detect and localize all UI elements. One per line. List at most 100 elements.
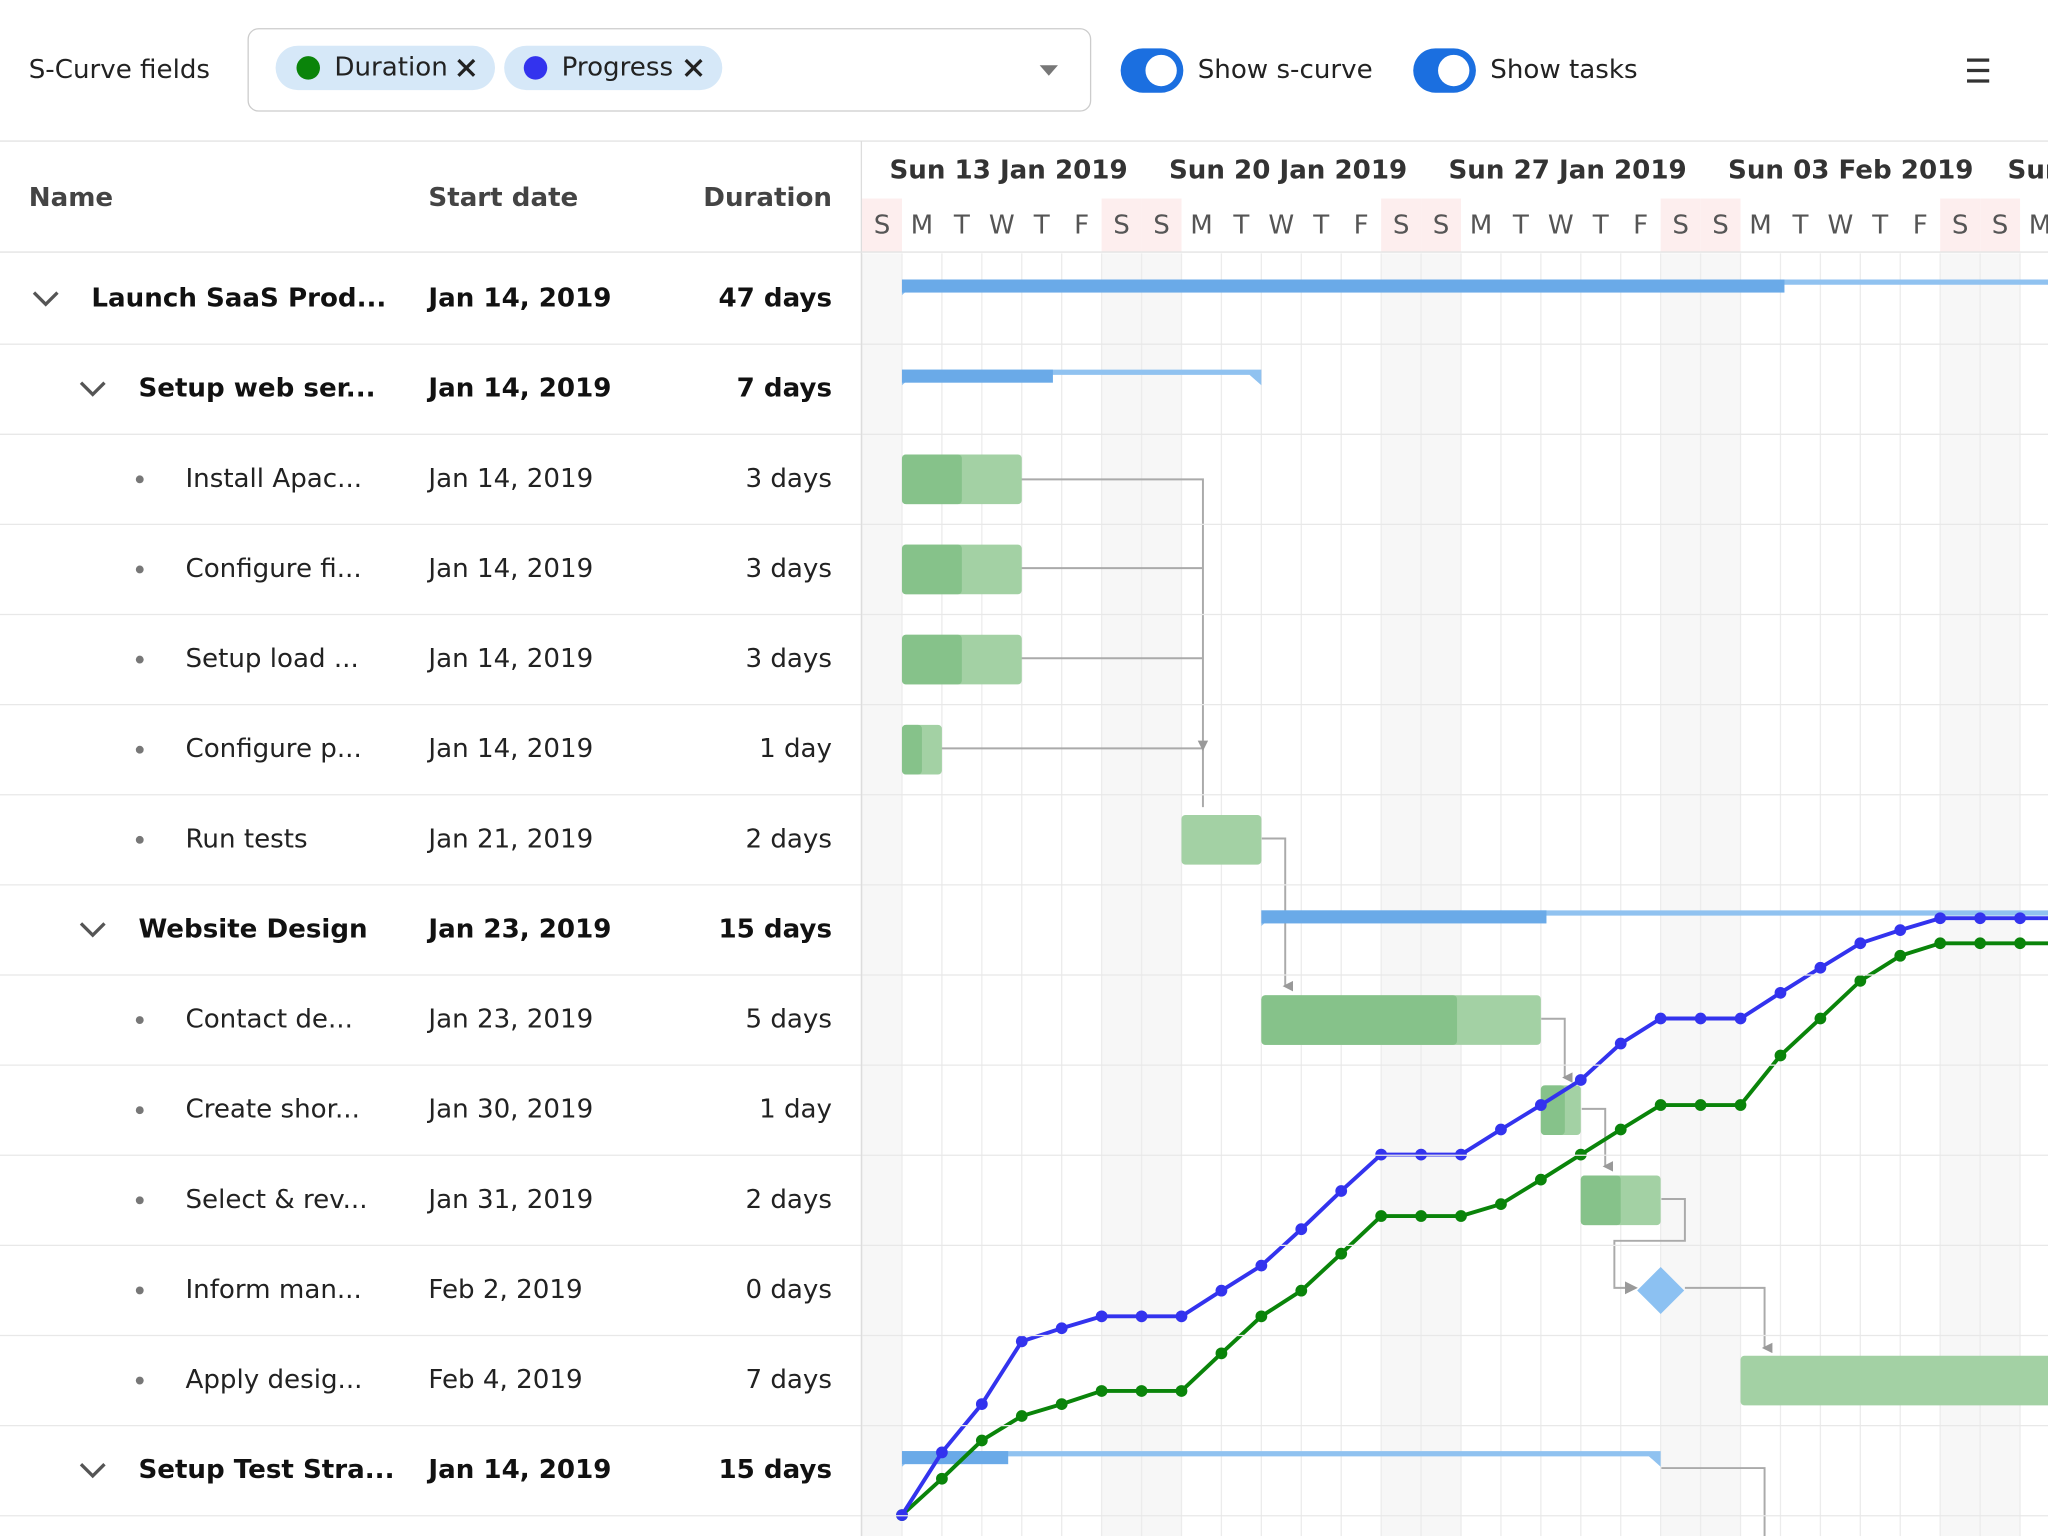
s-curve-point	[1295, 1284, 1308, 1297]
s-curve-point	[1774, 986, 1787, 999]
milestone	[1637, 1266, 1685, 1314]
task-name: Apply desig...	[185, 1365, 362, 1395]
day-letter: S	[874, 210, 891, 240]
bullet	[135, 1016, 144, 1024]
day-letter: F	[1354, 210, 1369, 240]
start-date: Jan 14, 2019	[426, 554, 593, 584]
chip-label: Progress	[562, 52, 673, 82]
start-date: Feb 4, 2019	[428, 1365, 582, 1395]
task-name: Contact de...	[185, 1005, 352, 1035]
s-curve-point	[1734, 1099, 1747, 1111]
s-curve-point	[1095, 1385, 1108, 1397]
s-curve-point	[1335, 1185, 1348, 1197]
s-curve-point	[1335, 1247, 1348, 1260]
s-curve-point	[1215, 1347, 1228, 1360]
fields-label: S-Curve fields	[29, 55, 210, 85]
weekend-column	[1660, 253, 1701, 1536]
summary-progress	[901, 369, 1053, 383]
duration: 15 days	[719, 1455, 833, 1485]
s-curve-point	[1814, 961, 1827, 974]
weekend-column	[1421, 253, 1462, 1536]
toggle-knob	[1145, 54, 1177, 87]
day-letter: S	[1952, 210, 1969, 240]
weekend-column	[1101, 253, 1142, 1536]
weekend-header	[862, 198, 902, 253]
s-curve-point	[1694, 1099, 1707, 1111]
expand-toggle[interactable]	[32, 291, 59, 307]
chip-remove[interactable]	[457, 58, 703, 77]
duration: 0 days	[745, 1275, 832, 1305]
duration: 1 day	[759, 734, 832, 764]
column-header[interactable]: Duration	[703, 183, 832, 213]
s-curve-point	[1694, 1012, 1707, 1025]
bullet	[135, 1196, 144, 1205]
s-curve-point	[2014, 912, 2026, 925]
s-curve-point	[1175, 1385, 1188, 1397]
menu-button[interactable]	[1967, 58, 1990, 83]
s-curve-point	[1614, 1123, 1627, 1136]
s-curve-point	[1415, 1148, 1427, 1161]
day-letter: T	[1512, 210, 1530, 240]
s-curve-point	[1654, 1012, 1667, 1025]
summary-progress	[1261, 910, 1547, 924]
bullet	[135, 475, 144, 484]
day-letter: S	[1433, 210, 1450, 240]
day-letter: S	[1712, 210, 1729, 240]
s-curve-point	[1015, 1410, 1028, 1422]
s-curve-point	[936, 1472, 948, 1485]
toggle-knob	[1438, 54, 1470, 87]
weekend-column	[1700, 253, 1741, 1536]
s-curve-point	[1415, 1210, 1427, 1222]
duration: 3 days	[745, 554, 832, 584]
start-date: Jan 14, 2019	[426, 1455, 611, 1485]
s-curve-point	[1894, 949, 1907, 962]
expand-toggle[interactable]	[79, 1463, 106, 1479]
start-date: Jan 14, 2019	[426, 284, 611, 314]
start-date: Jan 23, 2019	[426, 914, 611, 944]
s-curve-point	[1135, 1385, 1148, 1397]
expand-toggle[interactable]	[79, 381, 106, 397]
bullet	[135, 565, 144, 574]
column-header[interactable]: Name	[29, 183, 113, 213]
day-letter: T	[1592, 210, 1610, 240]
summary-progress	[901, 279, 1785, 293]
timeline-background: SMTWTFSSMTWTFSSMTWTFSSMTWTFSSMSun 13 Jan…	[862, 156, 2048, 1536]
weekend-header	[1381, 198, 1422, 253]
day-letter: W	[1548, 210, 1574, 240]
summary-progress	[901, 1451, 1009, 1465]
s-curve-point	[1495, 1198, 1507, 1210]
dropdown-caret[interactable]	[1039, 65, 1058, 76]
chip-label: Duration	[334, 52, 447, 82]
s-curve-point	[1375, 1210, 1388, 1222]
s-curve-point	[1215, 1284, 1228, 1297]
duration: 2 days	[745, 824, 832, 854]
start-date: Feb 2, 2019	[428, 1275, 582, 1305]
task-name: Setup Test Stra...	[138, 1455, 394, 1485]
week-label: Sun 13 Jan 2019	[889, 156, 1127, 186]
task-name: Select & rev...	[185, 1185, 367, 1215]
s-curve-point	[1534, 1173, 1547, 1186]
weekend-column	[1980, 253, 2021, 1536]
expand-toggle[interactable]	[79, 922, 106, 938]
s-curve-point	[1934, 912, 1947, 925]
week-label: Sun 03 Feb 2019	[1728, 156, 1973, 186]
duration: 47 days	[719, 284, 833, 314]
day-letter: T	[1033, 210, 1051, 240]
s-curve-point	[975, 1434, 988, 1447]
task-progress	[901, 544, 962, 595]
s-curve-point	[1774, 1049, 1787, 1062]
chip[interactable]	[275, 45, 496, 91]
column-header[interactable]: Start date	[428, 183, 578, 213]
day-letter: S	[1672, 210, 1689, 240]
s-curve-point	[1455, 1148, 1467, 1161]
task-progress	[1580, 1175, 1621, 1226]
s-curve-point	[1055, 1398, 1068, 1410]
bullet	[135, 745, 144, 754]
chip[interactable]	[504, 45, 723, 91]
task-name: Inform man...	[185, 1275, 361, 1305]
bullet	[135, 835, 144, 844]
start-date: Jan 14, 2019	[426, 644, 593, 674]
task-name: Setup load ...	[185, 644, 358, 674]
start-date: Jan 14, 2019	[426, 374, 611, 404]
